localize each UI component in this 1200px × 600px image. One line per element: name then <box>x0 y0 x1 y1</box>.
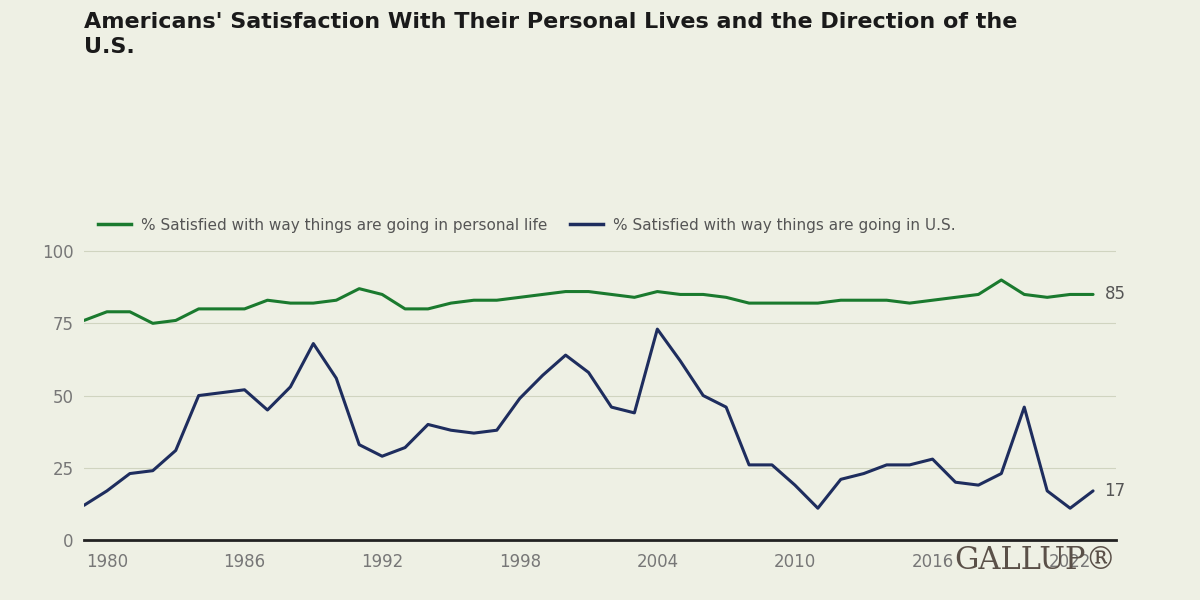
Text: 85: 85 <box>1104 286 1126 304</box>
Text: Americans' Satisfaction With Their Personal Lives and the Direction of the
U.S.: Americans' Satisfaction With Their Perso… <box>84 12 1018 57</box>
Text: 17: 17 <box>1104 482 1126 500</box>
Text: GALLUP®: GALLUP® <box>954 545 1116 576</box>
Legend: % Satisfied with way things are going in personal life, % Satisfied with way thi: % Satisfied with way things are going in… <box>91 212 961 239</box>
